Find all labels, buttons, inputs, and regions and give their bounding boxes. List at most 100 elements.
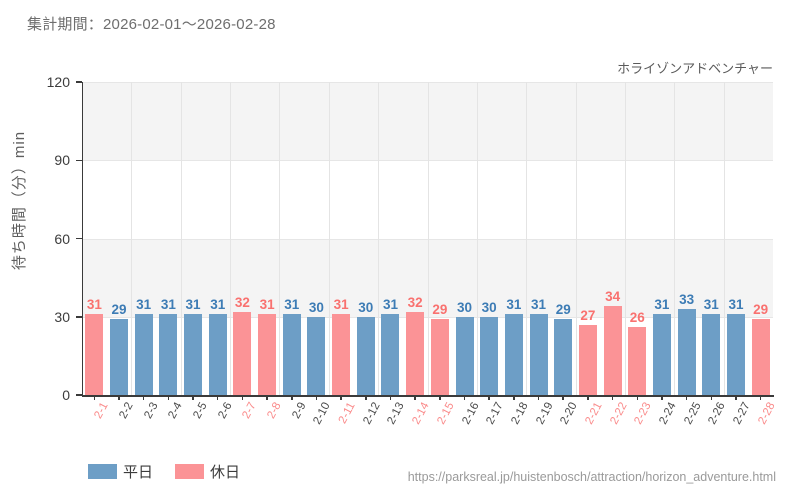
value-label-2-22: 34 — [605, 289, 621, 305]
x-tick-label-2-25: 2-25 — [681, 400, 704, 427]
y-axis-title: 待ち時間（分）min — [6, 0, 32, 400]
x-tick-mark-2-20 — [562, 395, 564, 400]
x-tick-label-2-22: 2-22 — [607, 400, 630, 427]
bar-2-21[interactable] — [578, 324, 597, 395]
gridline-v-24 — [674, 82, 676, 395]
value-label-2-2: 29 — [111, 302, 127, 318]
x-tick-label-2-3: 2-3 — [141, 400, 161, 421]
gridline-v-6 — [230, 82, 232, 395]
value-label-2-14: 32 — [407, 294, 423, 310]
bar-2-1[interactable] — [85, 314, 104, 395]
x-tick-mark-2-28 — [759, 395, 762, 400]
x-tick-label-2-10: 2-10 — [311, 400, 334, 427]
x-tick-label-2-12: 2-12 — [361, 400, 383, 427]
x-tick-mark-2-4 — [167, 395, 170, 400]
value-label-2-6: 31 — [210, 297, 226, 313]
bar-2-17[interactable] — [480, 316, 499, 395]
x-tick-label-2-2: 2-2 — [117, 400, 136, 421]
bar-2-3[interactable] — [134, 314, 153, 395]
legend-item-holiday[interactable]: 休日 — [175, 461, 240, 482]
x-tick-label-2-23: 2-23 — [632, 400, 654, 427]
bar-2-19[interactable] — [529, 314, 548, 395]
x-tick-mark-2-17 — [488, 395, 490, 400]
gridline-v-4 — [180, 82, 182, 395]
source-url[interactable]: https://parksreal.jp/huistenbosch/attrac… — [407, 470, 776, 484]
bar-2-12[interactable] — [356, 316, 375, 395]
x-tick-mark-2-2 — [118, 395, 120, 400]
bar-2-23[interactable] — [628, 327, 647, 395]
x-tick-label-2-15: 2-15 — [435, 400, 457, 427]
legend-label-holiday: 休日 — [210, 464, 241, 481]
value-label-2-25: 33 — [679, 291, 695, 307]
x-tick-label-2-28: 2-28 — [755, 400, 778, 427]
y-tick-mark-60 — [76, 237, 82, 240]
legend-item-weekday[interactable]: 平日 — [88, 461, 153, 482]
bar-2-2[interactable] — [110, 319, 129, 395]
bar-2-10[interactable] — [307, 316, 326, 395]
gridline-v-26 — [723, 82, 725, 395]
bar-2-9[interactable] — [282, 314, 301, 395]
bar-2-22[interactable] — [603, 306, 622, 395]
x-tick-label-2-7: 2-7 — [240, 400, 260, 421]
value-label-2-28: 29 — [753, 302, 769, 318]
x-tick-mark-2-25 — [685, 395, 688, 400]
value-label-2-26: 31 — [703, 297, 719, 313]
x-tick-mark-2-16 — [463, 395, 466, 400]
plot-area — [82, 82, 773, 395]
legend-swatch-holiday-icon — [175, 464, 205, 479]
x-tick-mark-2-3 — [142, 395, 145, 400]
bar-2-15[interactable] — [430, 319, 449, 395]
value-label-2-4: 31 — [160, 297, 176, 313]
bar-2-6[interactable] — [208, 314, 227, 395]
value-label-2-23: 26 — [629, 310, 645, 326]
x-tick-mark-2-10 — [315, 395, 318, 400]
bar-2-20[interactable] — [554, 319, 573, 395]
bar-2-28[interactable] — [751, 319, 770, 395]
y-tick-label-90: 90 — [54, 152, 70, 169]
x-tick-mark-2-13 — [389, 395, 392, 400]
x-tick-mark-2-6 — [216, 395, 219, 400]
value-label-2-9: 31 — [284, 297, 300, 313]
bar-2-26[interactable] — [702, 314, 721, 395]
bar-2-5[interactable] — [184, 314, 203, 395]
bar-2-13[interactable] — [381, 314, 400, 395]
page-title: 集計期間：2026-02-01～2026-02-28 — [27, 16, 276, 33]
x-tick-mark-2-1 — [93, 395, 96, 400]
x-tick-mark-2-18 — [513, 395, 515, 400]
y-tick-label-0: 0 — [62, 387, 70, 403]
x-tick-label-2-27: 2-27 — [731, 400, 753, 427]
bar-2-14[interactable] — [406, 311, 425, 395]
value-label-2-3: 31 — [136, 297, 152, 313]
bar-2-8[interactable] — [258, 314, 277, 395]
bar-2-4[interactable] — [159, 314, 178, 395]
bar-2-27[interactable] — [726, 314, 745, 395]
x-tick-mark-2-12 — [365, 395, 367, 400]
x-tick-mark-2-23 — [636, 395, 639, 400]
value-label-2-15: 29 — [432, 302, 448, 318]
legend: 平日 休日 — [88, 461, 240, 482]
x-tick-label-2-19: 2-19 — [533, 400, 556, 427]
bar-2-24[interactable] — [652, 314, 671, 395]
bar-2-25[interactable] — [677, 308, 696, 395]
value-label-2-8: 31 — [259, 297, 275, 313]
gridline-v-10 — [328, 82, 330, 395]
y-tick-mark-120 — [76, 81, 82, 83]
bars-layer — [82, 82, 773, 395]
value-label-2-20: 29 — [555, 302, 571, 318]
x-tick-label-2-1: 2-1 — [92, 400, 112, 421]
bar-2-7[interactable] — [233, 311, 252, 395]
x-tick-label-2-4: 2-4 — [166, 400, 186, 421]
x-tick-label-2-24: 2-24 — [657, 400, 679, 427]
bar-2-16[interactable] — [455, 316, 474, 395]
x-tick-mark-2-24 — [661, 395, 663, 400]
x-tick-label-2-16: 2-16 — [459, 400, 482, 427]
x-tick-mark-2-15 — [439, 395, 441, 400]
value-label-2-21: 27 — [580, 307, 596, 323]
bar-2-11[interactable] — [332, 314, 351, 395]
x-tick-mark-2-22 — [611, 395, 614, 400]
bar-2-18[interactable] — [504, 314, 523, 395]
value-label-2-11: 31 — [333, 297, 349, 313]
x-tick-label-2-26: 2-26 — [706, 400, 729, 427]
value-label-2-17: 30 — [481, 299, 497, 315]
